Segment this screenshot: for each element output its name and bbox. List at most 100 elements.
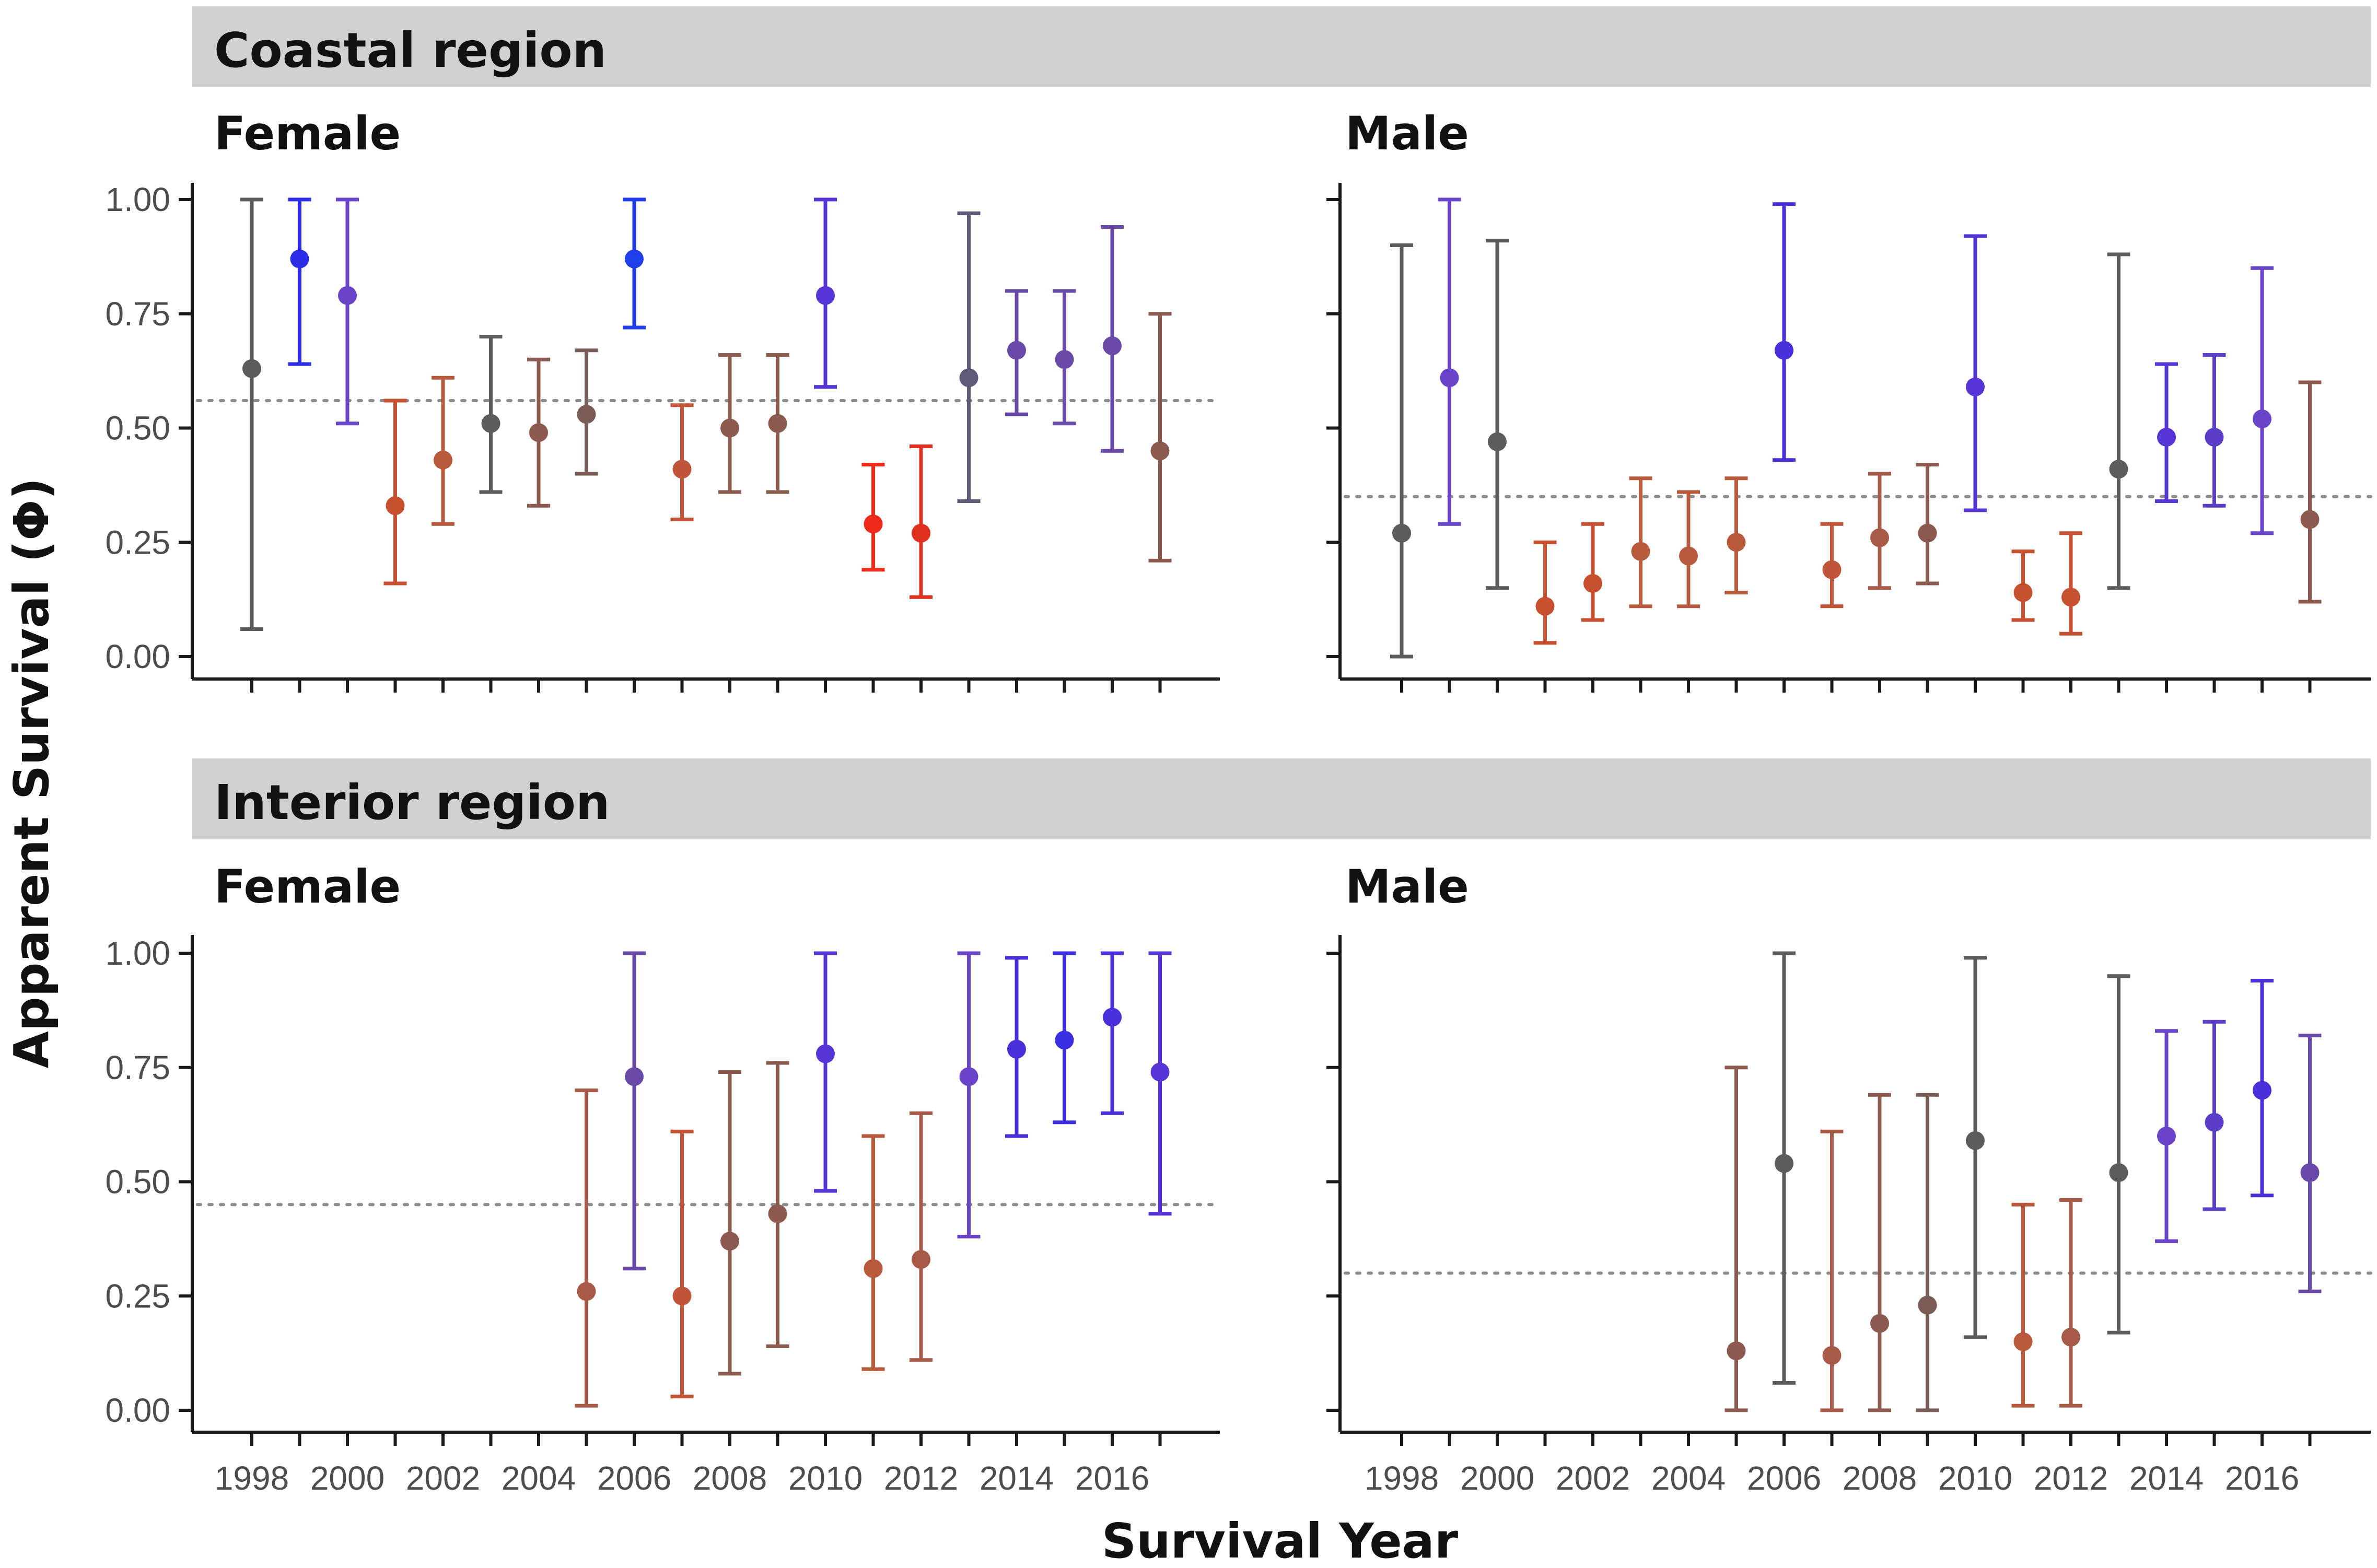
x-tick-label: 2010 (1938, 1459, 2012, 1497)
data-point-2013 (2109, 1163, 2128, 1182)
error-bar-2012 (2059, 531, 2082, 636)
error-bar-2000 (1486, 239, 1509, 590)
data-point-2012 (912, 523, 930, 543)
x-tick-label: 2006 (1747, 1459, 1821, 1497)
error-bar-2017 (2298, 380, 2322, 604)
x-tick-label: 2008 (1843, 1459, 1917, 1497)
y-axis-title: Apparent Survival (Φ) (4, 478, 60, 1069)
panel-title-coastal-female: Female (214, 107, 401, 160)
data-point-2004 (1679, 546, 1698, 566)
error-bar-1999 (1438, 197, 1461, 526)
x-tick-label: 2016 (2225, 1459, 2299, 1497)
error-bar-2008 (1868, 1093, 1891, 1412)
error-bar-2008 (718, 353, 741, 494)
x-tick-label: 2006 (597, 1459, 671, 1497)
panel-coastal-male (1326, 183, 2372, 693)
error-bar-2016 (2251, 266, 2274, 535)
error-bar-2003 (1629, 476, 1652, 609)
strip-interior (192, 758, 2371, 839)
error-bar-2009 (1916, 1093, 1939, 1412)
panel-title-interior-female: Female (214, 860, 401, 914)
data-point-2010 (1966, 1131, 1985, 1150)
data-point-2016 (2253, 409, 2271, 428)
plot-area: 0.00 0.25 0.50 0.75 1.00 0.00 0.25 0.50 0.75 1.00… (105, 181, 2372, 1497)
error-bar-2014 (2155, 362, 2178, 503)
error-bar-2013 (2107, 252, 2130, 590)
y-tick-label: 1.00 (105, 934, 170, 972)
data-point-2014 (1007, 1039, 1026, 1059)
x-tick-label: 2002 (1556, 1459, 1630, 1497)
y-tick-label: 0.25 (105, 523, 170, 561)
data-point-2012 (2061, 1328, 2080, 1347)
error-bar-2001 (1533, 540, 1557, 645)
data-point-2008 (720, 418, 739, 438)
data-point-2004 (529, 423, 548, 442)
data-point-2013 (959, 368, 978, 388)
data-point-2007 (672, 460, 692, 479)
data-point-2010 (1966, 377, 1985, 396)
error-bar-2010 (814, 197, 837, 389)
error-bar-2012 (2059, 1198, 2082, 1408)
data-point-2006 (625, 249, 644, 268)
data-point-2016 (1103, 1008, 1122, 1027)
error-bar-2012 (910, 444, 933, 599)
error-bar-2007 (670, 403, 694, 521)
error-bar-2015 (2203, 353, 2226, 508)
error-bar-2014 (2155, 1029, 2178, 1243)
data-point-2017 (1150, 441, 1170, 461)
data-point-2017 (2300, 510, 2320, 529)
error-bar-2006 (1773, 951, 1796, 1385)
data-point-2009 (768, 414, 787, 433)
error-bar-2005 (575, 1089, 598, 1408)
error-bar-2007 (1820, 522, 1844, 609)
data-point-1999 (290, 249, 309, 268)
error-bar-2001 (383, 399, 407, 586)
error-bar-2004 (527, 357, 550, 508)
error-bar-2015 (1053, 951, 1076, 1125)
error-bar-2013 (957, 951, 981, 1238)
data-point-2011 (2013, 583, 2033, 602)
error-bar-2006 (1773, 202, 1796, 462)
data-point-2007 (1822, 1346, 1842, 1365)
x-tick-label: 2012 (884, 1459, 958, 1497)
data-point-2014 (1007, 341, 1026, 360)
data-point-2002 (1583, 574, 1602, 593)
data-point-2008 (1870, 528, 1889, 547)
data-point-2011 (864, 514, 883, 534)
data-point-2000 (1488, 432, 1507, 451)
error-bar-2009 (766, 353, 789, 494)
data-point-2016 (1103, 336, 1122, 355)
data-point-2007 (1822, 560, 1842, 579)
error-bar-2002 (432, 376, 455, 526)
panel-interior-male: 1998 2000 2002 2004 2006 2008 2010 2012 2014 2016 (1326, 935, 2372, 1497)
data-point-1998 (242, 359, 261, 378)
panel-title-interior-male: Male (1345, 860, 1469, 914)
x-tick-label: 2014 (2129, 1459, 2204, 1497)
data-point-2015 (1055, 350, 1074, 369)
data-point-1998 (1392, 523, 1411, 543)
error-bar-2011 (861, 463, 885, 572)
data-point-2017 (2300, 1163, 2320, 1182)
error-bar-2014 (1005, 956, 1028, 1138)
error-bar-2005 (575, 348, 598, 476)
data-point-2015 (1055, 1031, 1074, 1050)
y-tick-label: 1.00 (105, 181, 170, 218)
error-bar-2007 (670, 1129, 694, 1399)
data-point-2011 (2013, 1332, 2033, 1351)
error-bar-2009 (766, 1061, 789, 1348)
data-point-2002 (434, 450, 452, 470)
x-tick-label: 2002 (406, 1459, 480, 1497)
data-point-2010 (816, 286, 835, 305)
error-bar-2013 (2107, 974, 2130, 1335)
y-tick-label: 0.50 (105, 409, 170, 447)
error-bar-2010 (1964, 956, 1987, 1339)
x-tick-label: 2016 (1075, 1459, 1149, 1497)
x-tick-label: 2004 (502, 1459, 576, 1497)
data-point-2008 (720, 1232, 739, 1251)
strip-label-interior: Interior region (214, 775, 610, 830)
error-bar-2010 (814, 951, 837, 1193)
data-point-2015 (2205, 428, 2224, 447)
data-point-2014 (2157, 428, 2176, 447)
x-tick-label: 2012 (2034, 1459, 2108, 1497)
